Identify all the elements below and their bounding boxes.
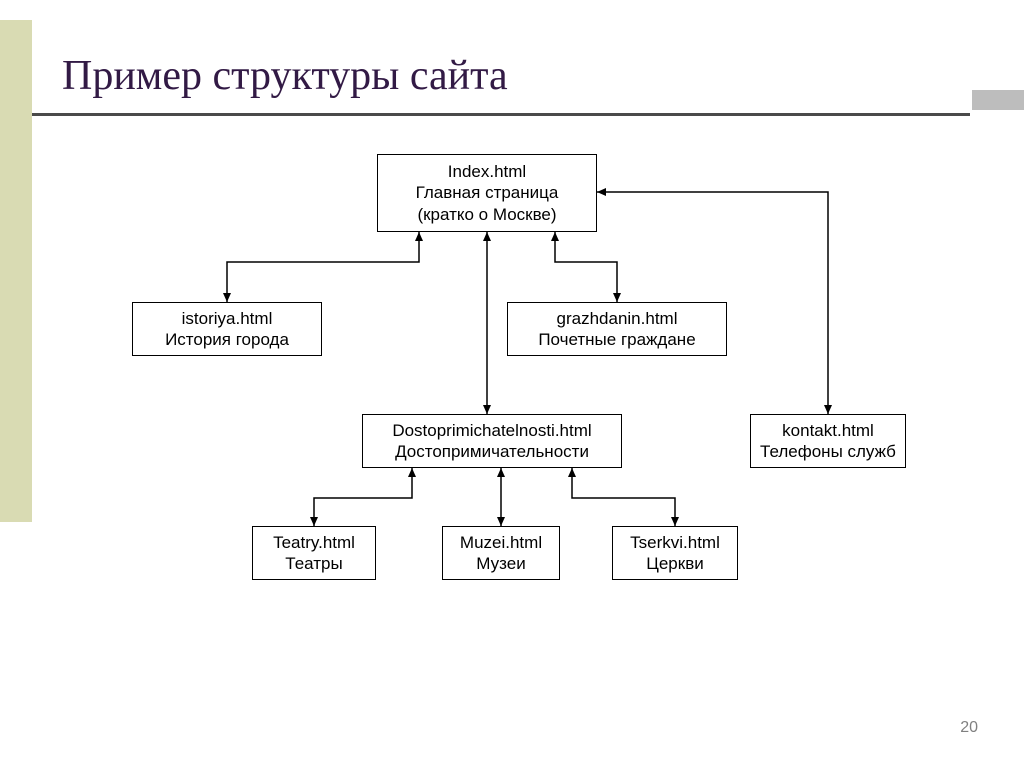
node-tserkvi: Tserkvi.htmlЦеркви (612, 526, 738, 580)
node-text: История города (165, 329, 289, 350)
node-text: Телефоны служб (760, 441, 896, 462)
node-text: Театры (285, 553, 342, 574)
node-text: (кратко о Москве) (417, 204, 556, 225)
accent-top-right (972, 90, 1024, 110)
page-number: 20 (960, 719, 978, 737)
edge-dost-teatry (314, 468, 412, 526)
node-text: Tserkvi.html (630, 532, 720, 553)
node-text: grazhdanin.html (557, 308, 678, 329)
slide: Пример структуры сайта 20 Index.htmlГлав… (0, 0, 1024, 767)
site-structure-diagram: Index.htmlГлавная страница(кратко о Моск… (112, 154, 912, 674)
node-text: Церкви (646, 553, 703, 574)
title-underline (32, 113, 970, 116)
node-dost: Dostoprimichatelnosti.htmlДостопримичате… (362, 414, 622, 468)
node-text: Muzei.html (460, 532, 542, 553)
edge-index-grazh (555, 232, 617, 302)
node-text: istoriya.html (182, 308, 273, 329)
slide-title: Пример структуры сайта (62, 52, 508, 100)
node-kontakt: kontakt.htmlТелефоны служб (750, 414, 906, 468)
node-text: Index.html (448, 161, 526, 182)
edge-index-istoriya (227, 232, 419, 302)
node-text: Почетные граждане (538, 329, 695, 350)
node-text: Достопримичательности (395, 441, 589, 462)
node-grazh: grazhdanin.htmlПочетные граждане (507, 302, 727, 356)
node-text: Главная страница (416, 182, 559, 203)
edge-dost-tserkvi (572, 468, 675, 526)
node-text: Dostoprimichatelnosti.html (392, 420, 591, 441)
node-text: Teatry.html (273, 532, 355, 553)
node-muzei: Muzei.htmlМузеи (442, 526, 560, 580)
accent-left (0, 20, 32, 522)
node-text: kontakt.html (782, 420, 874, 441)
node-text: Музеи (476, 553, 525, 574)
node-istoriya: istoriya.htmlИстория города (132, 302, 322, 356)
node-teatry: Teatry.htmlТеатры (252, 526, 376, 580)
node-index: Index.htmlГлавная страница(кратко о Моск… (377, 154, 597, 232)
